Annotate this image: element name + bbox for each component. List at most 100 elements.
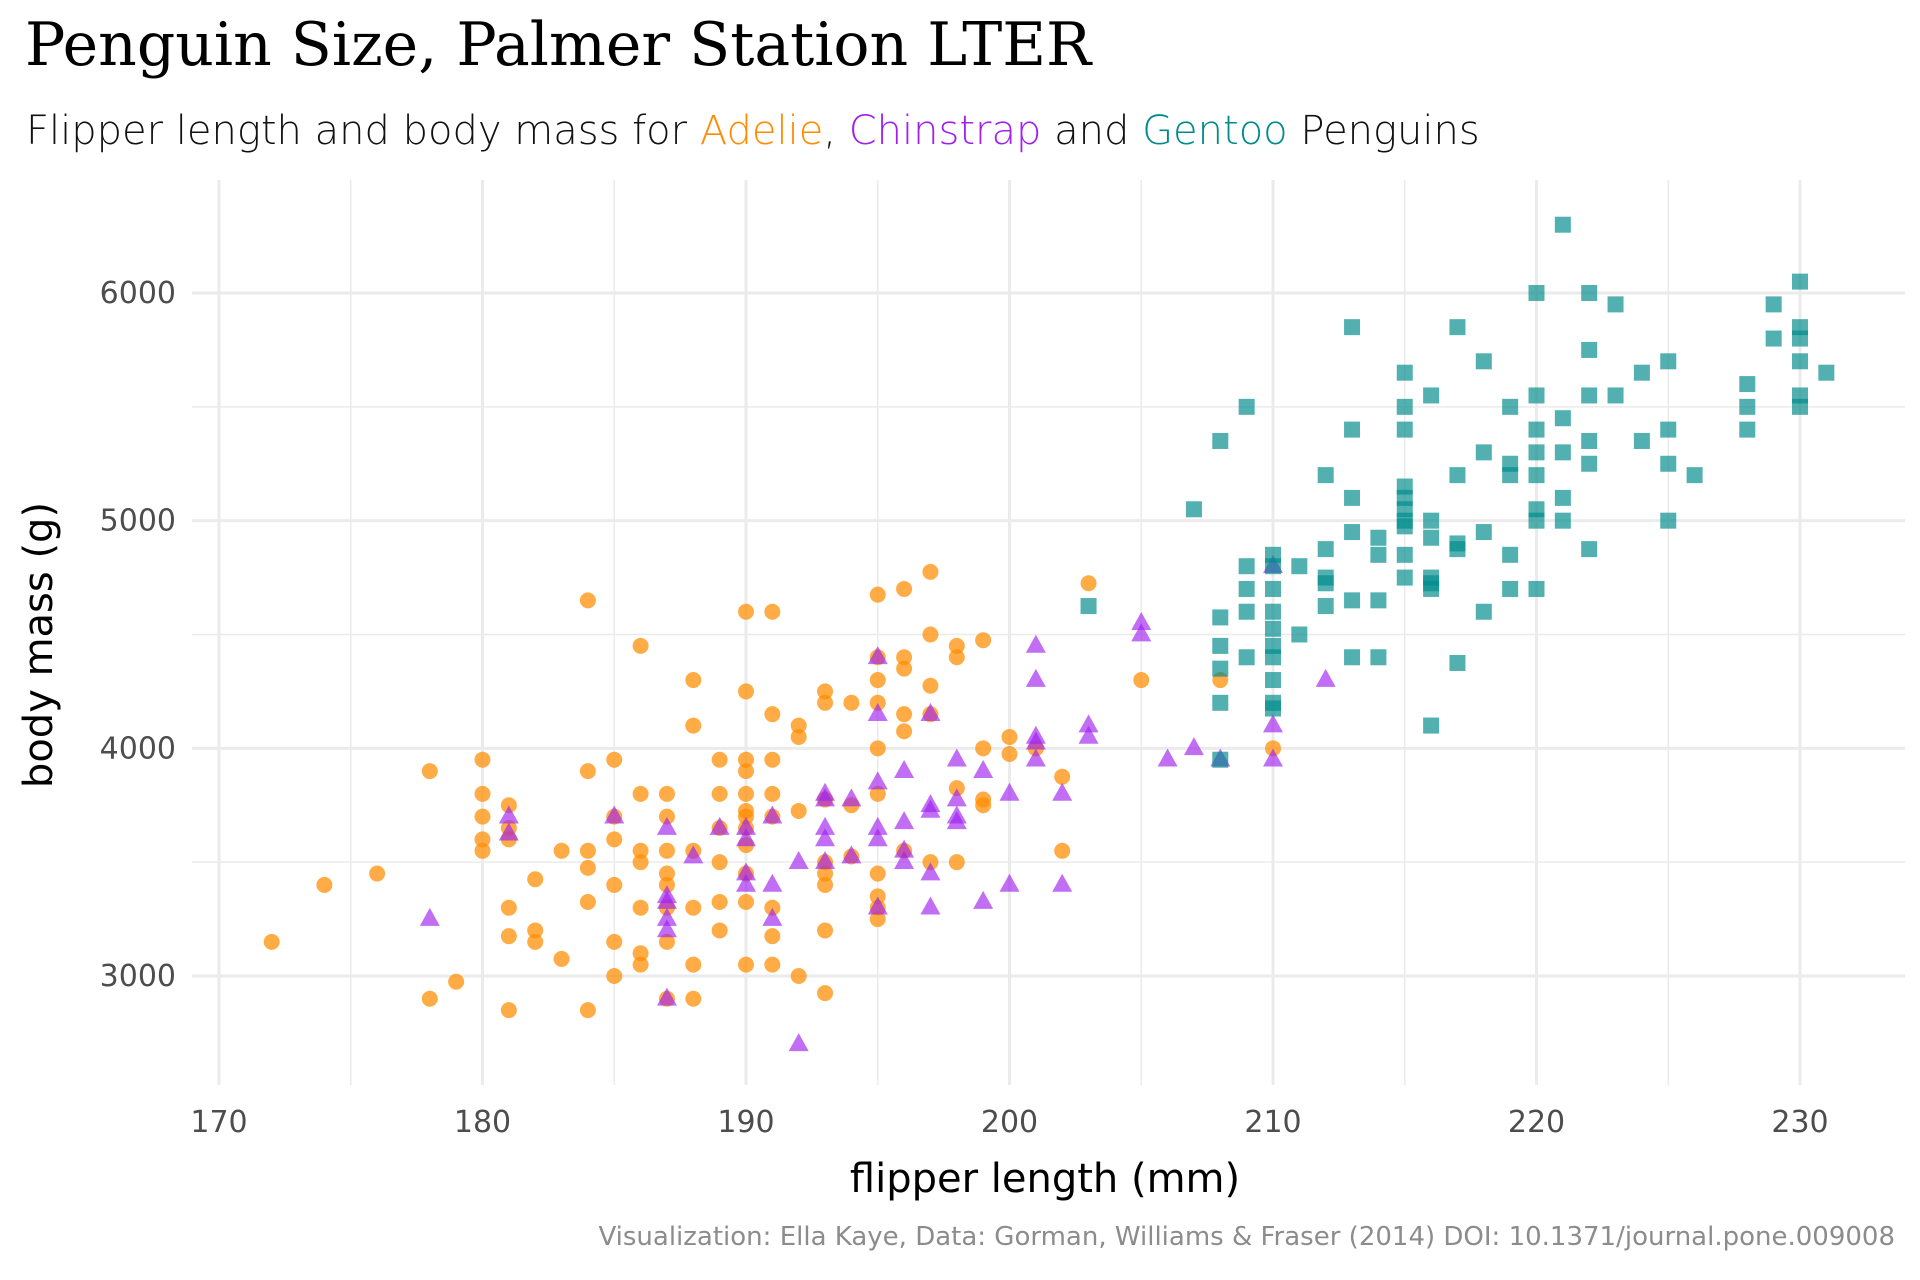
chinstrap-point xyxy=(973,759,994,778)
adelie-point xyxy=(500,1002,517,1019)
gentoo-point xyxy=(1344,524,1361,541)
gentoo-point xyxy=(1238,580,1255,597)
chinstrap-point xyxy=(736,828,756,847)
chinstrap-point xyxy=(1157,748,1178,767)
chinstrap-point xyxy=(867,828,888,847)
gentoo-point xyxy=(1423,580,1440,597)
adelie-point xyxy=(658,933,675,950)
gentoo-point xyxy=(1502,398,1519,415)
adelie-point xyxy=(975,632,992,649)
subtitle-gentoo: Gentoo xyxy=(1142,108,1288,154)
chinstrap-point xyxy=(736,816,756,835)
chinstrap-point xyxy=(920,799,941,818)
major-gridlines xyxy=(192,180,1905,1085)
adelie-point xyxy=(764,956,781,973)
adelie-point xyxy=(527,871,544,888)
chinstrap-point xyxy=(1315,668,1336,687)
gentoo-point xyxy=(1792,273,1808,290)
adelie-point xyxy=(711,785,728,802)
adelie-point xyxy=(658,876,675,893)
adelie-point xyxy=(606,968,623,984)
chinstrap-point xyxy=(1131,611,1152,630)
chinstrap-point xyxy=(815,828,836,847)
gentoo-point xyxy=(1212,694,1229,711)
chinstrap-point xyxy=(1025,634,1046,653)
chinstrap-point xyxy=(920,703,941,722)
adelie-point xyxy=(817,694,834,711)
chinstrap-point xyxy=(999,782,1020,801)
gentoo-point xyxy=(1528,467,1545,484)
gentoo-point xyxy=(1660,512,1677,529)
adelie-point xyxy=(843,694,860,711)
adelie-point xyxy=(790,968,807,984)
adelie-point xyxy=(658,808,675,825)
gentoo-point xyxy=(1265,700,1281,717)
subtitle-adelie: Adelie xyxy=(699,108,824,154)
chinstrap-point xyxy=(894,839,915,858)
adelie-point xyxy=(764,785,781,802)
gentoo-point xyxy=(1449,319,1466,336)
adelie-point xyxy=(922,563,939,580)
adelie-point xyxy=(685,717,702,734)
adelie-point xyxy=(553,842,570,859)
adelie-point xyxy=(553,950,570,967)
gentoo-point xyxy=(1212,660,1229,677)
gentoo-point xyxy=(1212,751,1229,768)
adelie-point xyxy=(738,785,754,802)
gentoo-point xyxy=(1317,541,1334,558)
x-tick-label: 180 xyxy=(454,1105,511,1140)
gentoo-point xyxy=(1396,546,1413,563)
adelie-point xyxy=(869,586,886,603)
gentoo-point xyxy=(1475,353,1492,370)
chart-caption: Visualization: Ella Kaye, Data: Gorman, … xyxy=(598,1222,1895,1252)
adelie-point xyxy=(869,694,886,711)
gentoo-point xyxy=(1554,489,1571,506)
gentoo-point xyxy=(1370,592,1387,609)
y-tick-label: 3000 xyxy=(100,959,176,994)
chinstrap-point xyxy=(920,896,941,915)
adelie-point xyxy=(738,603,754,620)
chinstrap-point xyxy=(867,646,888,665)
chinstrap-point xyxy=(1263,714,1283,733)
chinstrap-point xyxy=(946,748,967,767)
x-tick-label: 220 xyxy=(1508,1105,1565,1140)
x-tick-label: 210 xyxy=(1244,1105,1301,1140)
chinstrap-point xyxy=(815,788,836,807)
chinstrap-point xyxy=(683,845,704,864)
adelie-point xyxy=(474,808,491,825)
adelie-point xyxy=(711,894,728,911)
gentoo-point xyxy=(1765,330,1782,347)
chinstrap-point xyxy=(894,759,915,778)
adelie-point xyxy=(922,677,939,694)
gentoo-point xyxy=(1660,353,1677,370)
chinstrap-point xyxy=(815,816,836,835)
gentoo-point xyxy=(1475,444,1492,461)
adelie-point xyxy=(685,990,702,1007)
gentoo-point xyxy=(1475,603,1492,620)
subtitle-suffix: Penguins xyxy=(1287,108,1480,154)
gentoo-point xyxy=(1423,387,1440,404)
adelie-point xyxy=(527,933,544,950)
gentoo-point xyxy=(1528,512,1545,529)
adelie-point xyxy=(606,751,623,768)
chinstrap-point xyxy=(867,771,888,790)
adelie-point xyxy=(1054,842,1071,859)
gentoo-point xyxy=(1554,444,1571,461)
gentoo-point xyxy=(1739,421,1756,438)
adelie-point xyxy=(817,876,834,893)
chinstrap-point xyxy=(656,987,677,1006)
chinstrap-point xyxy=(498,805,519,824)
subtitle-sep1: , xyxy=(823,108,849,154)
adelie-point xyxy=(896,649,913,666)
chinstrap-point xyxy=(656,919,677,938)
gentoo-point xyxy=(1344,421,1361,438)
adelie-point xyxy=(922,854,939,871)
gentoo-point xyxy=(1554,512,1571,529)
chinstrap-point xyxy=(867,703,888,722)
chinstrap-point xyxy=(841,788,862,807)
chinstrap-point xyxy=(1052,873,1073,892)
gentoo-point xyxy=(1502,546,1519,563)
adelie-point xyxy=(948,854,965,871)
chinstrap-point xyxy=(419,907,440,926)
gentoo-point xyxy=(1317,467,1334,484)
